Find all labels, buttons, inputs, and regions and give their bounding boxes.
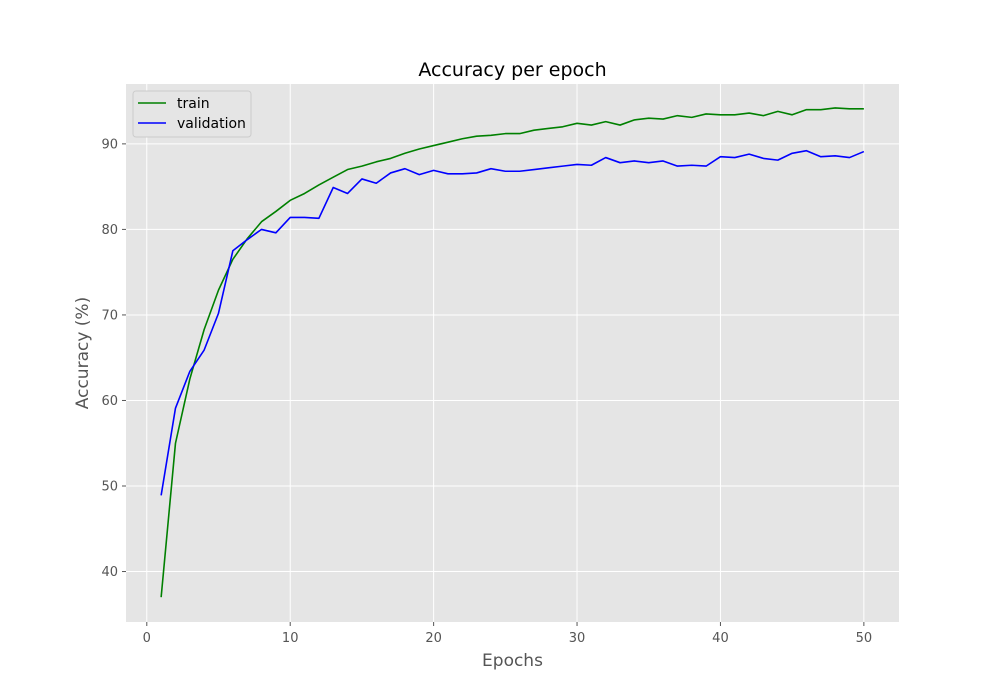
x-tick-label: 0	[143, 631, 151, 646]
y-tick-label: 40	[101, 565, 118, 580]
y-tick-label: 80	[101, 223, 118, 238]
series-lines	[160, 107, 865, 598]
y-axis-ticks: 40 50 60 70 80 90	[101, 137, 126, 580]
chart-title: Accuracy per epoch	[418, 59, 606, 81]
legend-label-train: train	[177, 96, 210, 112]
series-line-train	[160, 107, 864, 598]
series-line-validation	[160, 149, 865, 496]
y-axis-label: Accuracy (%)	[73, 297, 93, 409]
x-tick-label: 10	[282, 631, 299, 646]
x-axis-ticks: 0 10 20 30 40 50	[143, 622, 872, 646]
x-tick-label: 50	[856, 631, 873, 646]
y-tick-label: 50	[101, 480, 118, 495]
x-tick-label: 40	[712, 631, 729, 646]
plot-background	[126, 84, 899, 622]
legend: train validation	[132, 90, 252, 138]
y-tick-label: 60	[101, 394, 118, 409]
x-tick-label: 20	[425, 631, 442, 646]
x-axis-label: Epochs	[482, 651, 543, 671]
x-tick-label: 30	[569, 631, 586, 646]
legend-label-validation: validation	[177, 116, 246, 132]
y-tick-label: 70	[101, 308, 118, 323]
y-tick-label: 90	[101, 137, 118, 152]
